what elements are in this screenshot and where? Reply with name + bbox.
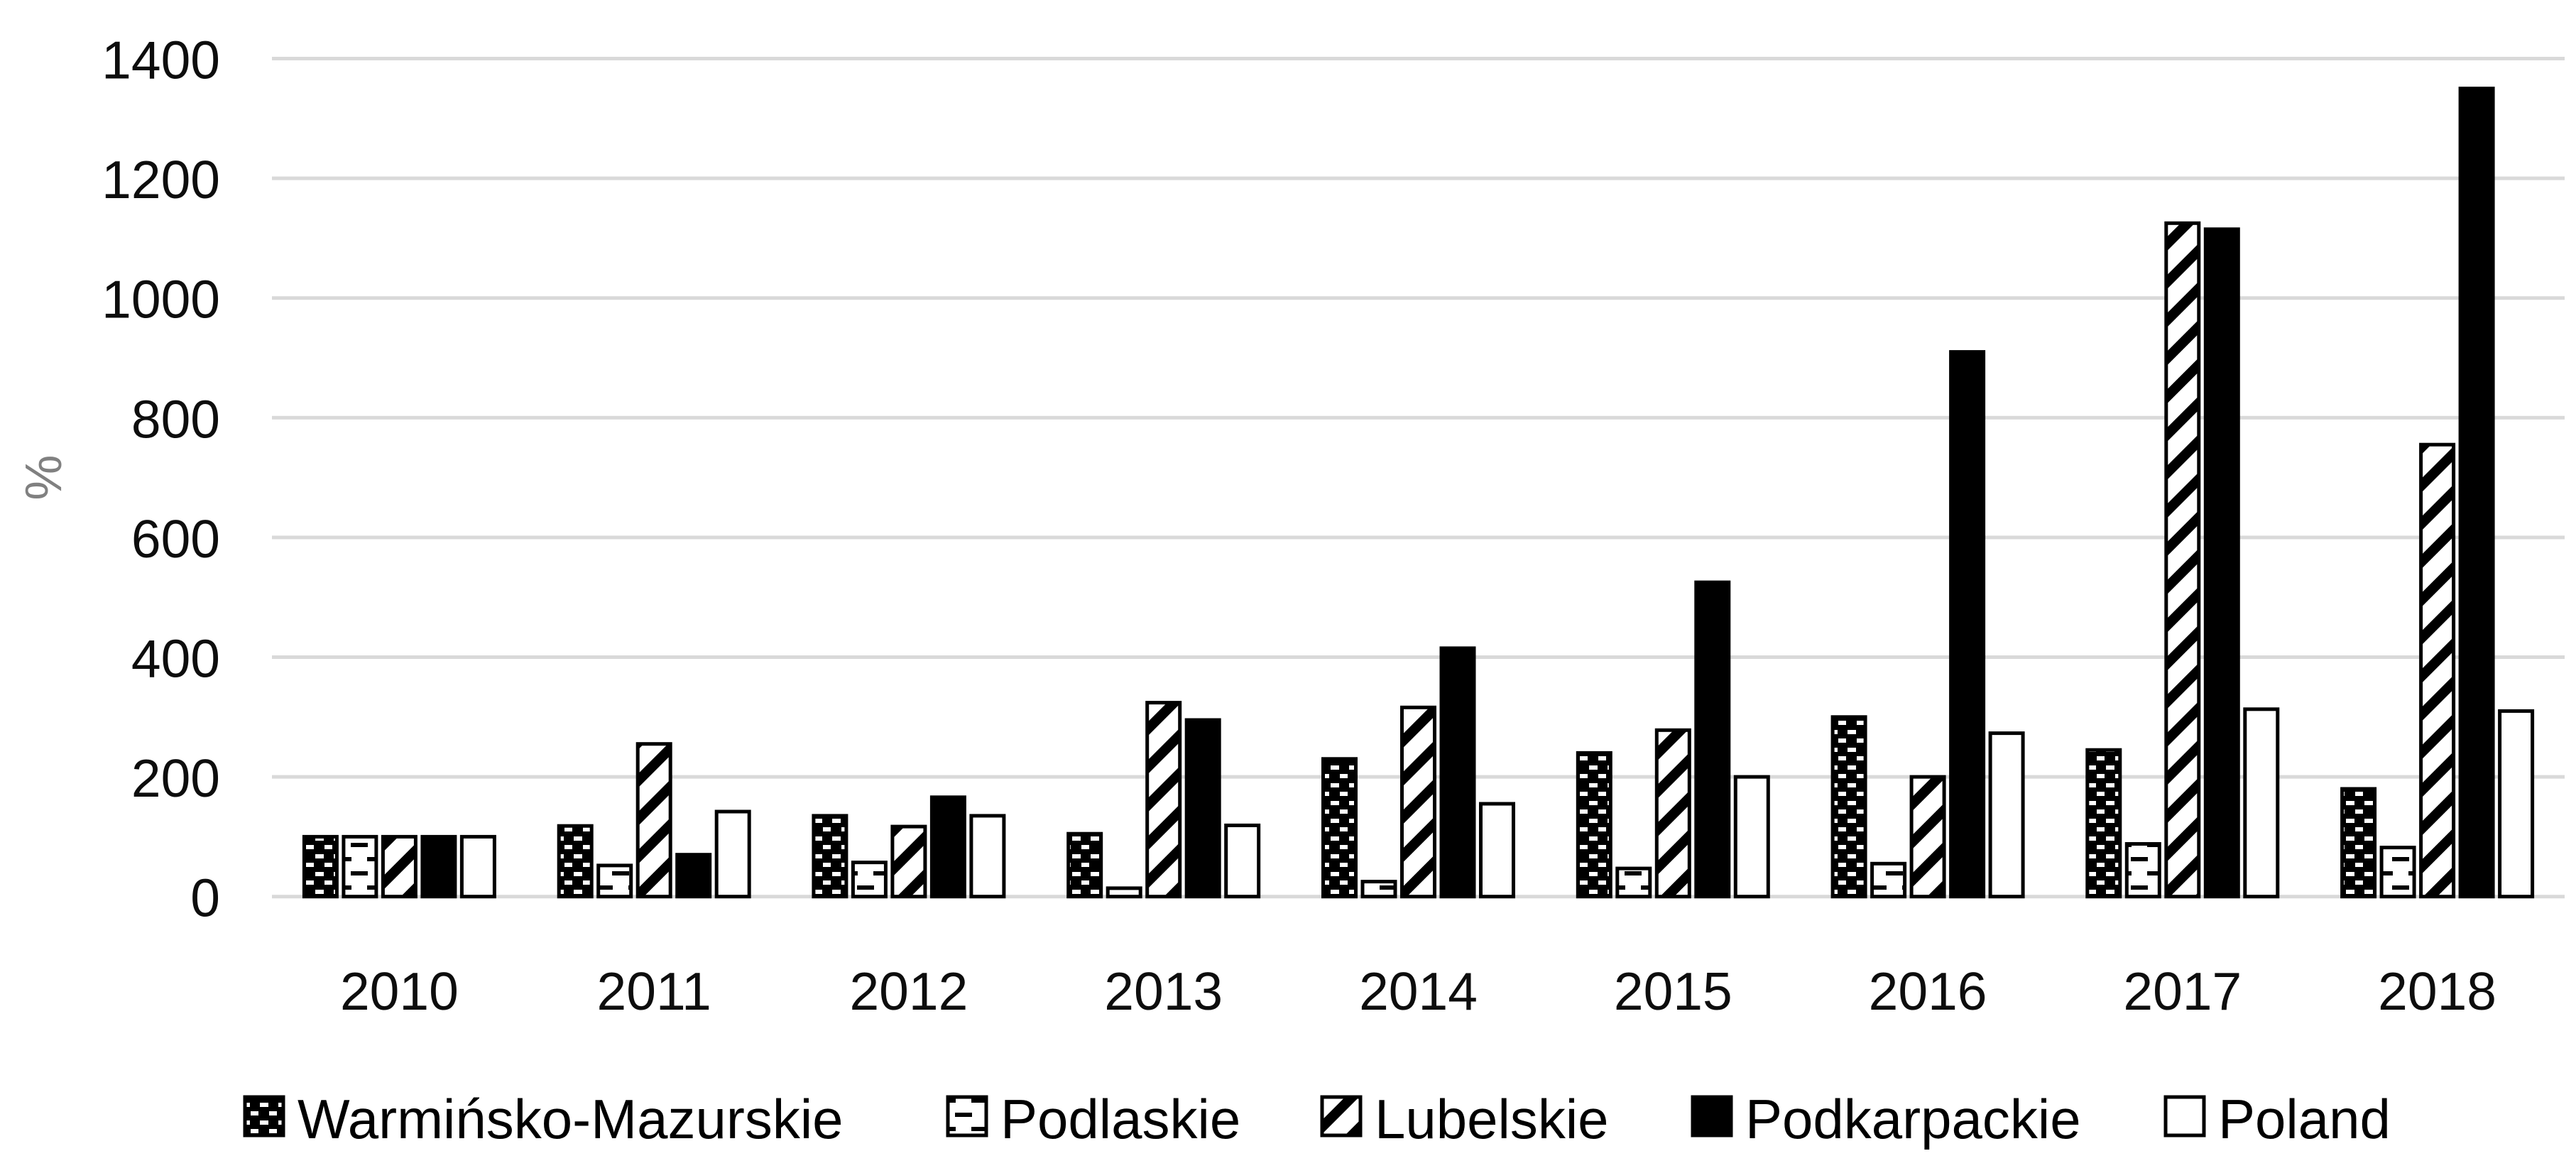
- legend-item-Podkarpackie: Podkarpackie: [1691, 1088, 2081, 1150]
- bar-2017-Lubelskie: [2164, 221, 2201, 899]
- bar-2013-Podkarpackie: [1184, 718, 1221, 899]
- bar-2018-Podlaskie: [2379, 846, 2416, 899]
- bar-2014-Podkarpackie: [1439, 646, 1476, 899]
- bar-2016-Podkarpackie: [1949, 350, 1986, 899]
- bar-2016-Podlaskie: [1870, 861, 1907, 899]
- legend-swatch-Podlaskie: [946, 1095, 988, 1137]
- x-tick-label-2011: 2011: [597, 961, 711, 1021]
- legend-label-Poland: Poland: [2218, 1088, 2391, 1150]
- legend-item-Poland: Poland: [2163, 1088, 2391, 1150]
- bar-2018-Poland: [2498, 709, 2535, 899]
- bar-2013-Podlaskie: [1106, 886, 1142, 899]
- y-tick-label-1400: 1400: [102, 31, 220, 90]
- y-tick-label-200: 200: [131, 748, 220, 808]
- bar-2014-Warmińsko-Mazurskie: [1321, 757, 1358, 899]
- bar-2016-Warmińsko-Mazurskie: [1830, 715, 1867, 899]
- legend-item-Podlaskie: Podlaskie: [946, 1088, 1240, 1150]
- x-tick-label-2013: 2013: [1104, 961, 1223, 1021]
- bar-2012-Poland: [969, 814, 1006, 899]
- legend-swatch-Warmińsko-Mazurskie: [243, 1095, 285, 1137]
- bar-2013-Poland: [1224, 823, 1261, 899]
- bar-2011-Podlaskie: [596, 863, 633, 899]
- bar-2018-Warmińsko-Mazurskie: [2340, 787, 2377, 899]
- bar-2015-Warmińsko-Mazurskie: [1576, 751, 1612, 899]
- bar-2010-Podlaskie: [342, 834, 378, 899]
- bar-2011-Warmińsko-Mazurskie: [557, 824, 594, 899]
- bar-2013-Lubelskie: [1145, 701, 1182, 899]
- bar-2016-Poland: [1988, 731, 2025, 899]
- bar-2017-Poland: [2243, 707, 2280, 899]
- legend-item-Lubelskie: Lubelskie: [1320, 1088, 1609, 1150]
- y-axis-title: %: [16, 455, 72, 501]
- bar-2016-Lubelskie: [1909, 775, 1946, 899]
- bar-2013-Warmińsko-Mazurskie: [1066, 831, 1103, 899]
- y-tick-label-1000: 1000: [102, 270, 220, 329]
- bar-2015-Poland: [1733, 775, 1770, 899]
- bar-2015-Lubelskie: [1654, 728, 1691, 899]
- bar-2011-Podkarpackie: [675, 853, 712, 899]
- x-tick-label-2010: 2010: [340, 961, 459, 1021]
- legend-label-Podlaskie: Podlaskie: [1000, 1088, 1240, 1150]
- bar-2015-Podlaskie: [1615, 866, 1652, 899]
- bar-2018-Podkarpackie: [2458, 87, 2495, 899]
- bar-2014-Poland: [1479, 802, 1515, 899]
- legend-label-Podkarpackie: Podkarpackie: [1745, 1088, 2081, 1150]
- bar-2017-Warmińsko-Mazurskie: [2085, 748, 2122, 899]
- y-tick-label-800: 800: [131, 389, 220, 449]
- y-tick-label-0: 0: [190, 868, 220, 928]
- x-tick-label-2018: 2018: [2378, 961, 2496, 1021]
- legend-label-Warmińsko-Mazurskie: Warmińsko-Mazurskie: [298, 1088, 844, 1150]
- x-tick-label-2014: 2014: [1359, 961, 1478, 1021]
- bar-2011-Lubelskie: [635, 742, 672, 899]
- legend-item-Warmińsko-Mazurskie: Warmińsko-Mazurskie: [243, 1088, 844, 1150]
- y-tick-label-1200: 1200: [102, 150, 220, 209]
- bar-2017-Podlaskie: [2124, 842, 2161, 899]
- x-tick-label-2015: 2015: [1614, 961, 1732, 1021]
- y-tick-label-400: 400: [131, 629, 220, 689]
- bar-2012-Podlaskie: [851, 861, 888, 899]
- legend-swatch-Lubelskie: [1320, 1095, 1363, 1137]
- x-tick-label-2017: 2017: [2123, 961, 2242, 1021]
- legend-label-Lubelskie: Lubelskie: [1375, 1088, 1609, 1150]
- bar-2017-Podkarpackie: [2203, 227, 2240, 899]
- bar-2012-Lubelskie: [890, 824, 927, 899]
- bar-2010-Poland: [459, 834, 496, 899]
- bar-2012-Podkarpackie: [929, 795, 966, 899]
- x-tick-label-2016: 2016: [1869, 961, 1987, 1021]
- legend-swatch-Podkarpackie: [1691, 1095, 1733, 1137]
- legend-swatch-Poland: [2163, 1095, 2206, 1137]
- bar-2018-Lubelskie: [2419, 442, 2456, 899]
- bar-2010-Podkarpackie: [420, 834, 457, 899]
- bar-2015-Podkarpackie: [1694, 580, 1731, 899]
- x-tick-label-2012: 2012: [849, 961, 968, 1021]
- y-tick-label-600: 600: [131, 509, 220, 569]
- bar-2014-Lubelskie: [1400, 705, 1436, 899]
- bar-2010-Warmińsko-Mazurskie: [302, 834, 339, 899]
- bar-2014-Podlaskie: [1360, 880, 1397, 899]
- bar-2010-Lubelskie: [381, 834, 417, 899]
- bar-2011-Poland: [714, 809, 751, 899]
- bar-2012-Warmińsko-Mazurskie: [812, 814, 848, 899]
